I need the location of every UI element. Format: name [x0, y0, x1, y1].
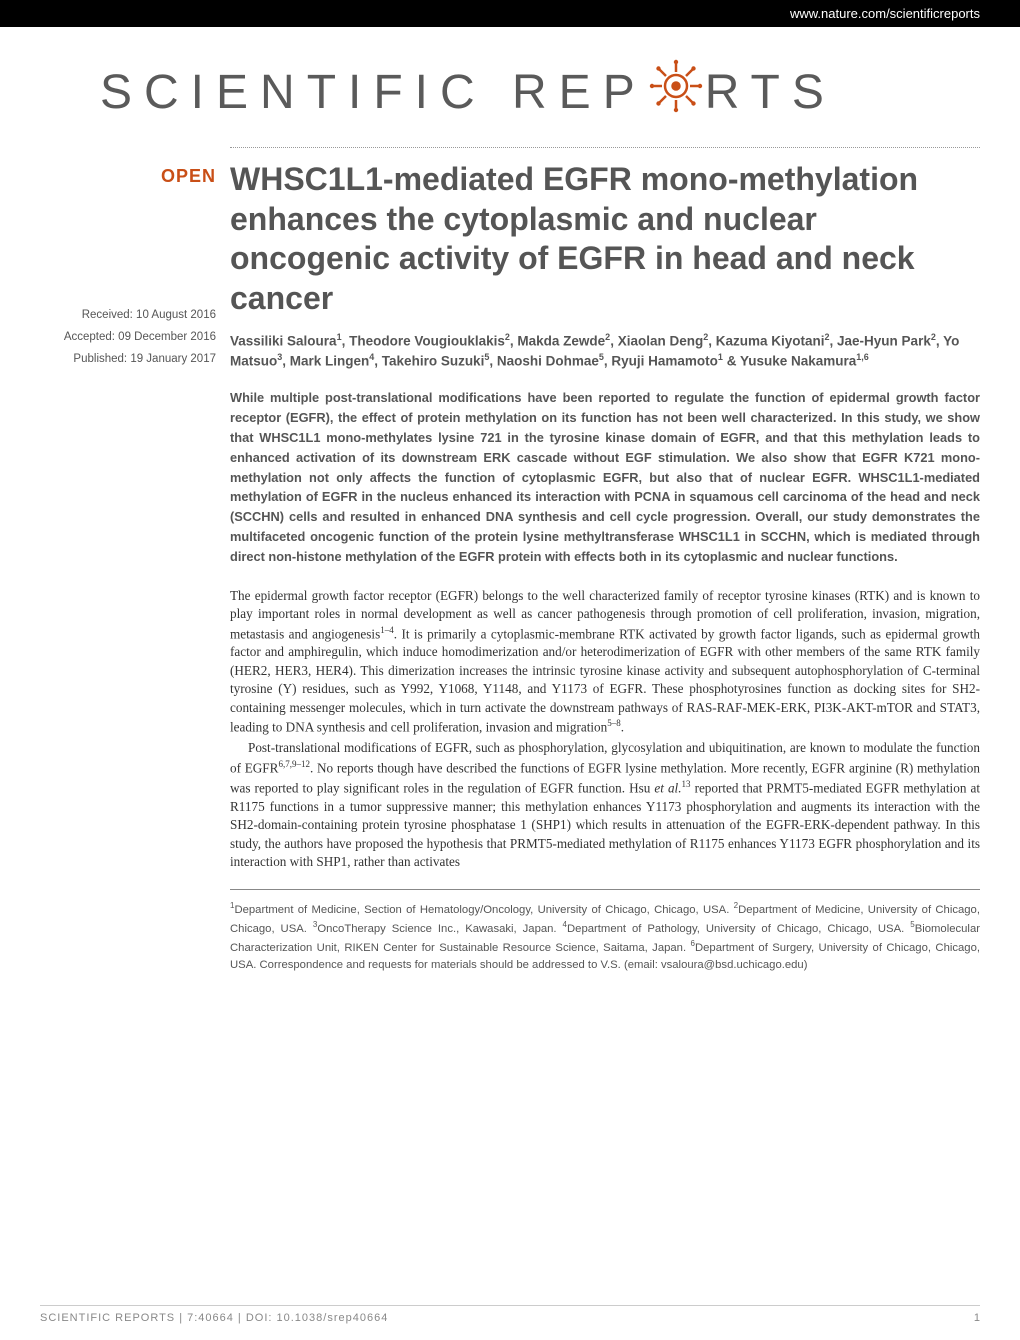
- publication-dates: Received: 10 August 2016 Accepted: 09 De…: [40, 305, 216, 371]
- article-title: WHSC1L1-mediated EGFR mono-methylation e…: [230, 160, 980, 319]
- footer-citation: SCIENTIFIC REPORTS | 7:40664 | DOI: 10.1…: [40, 1312, 388, 1324]
- body-paragraph-2: Post-translational modifications of EGFR…: [230, 739, 980, 871]
- footer-page-number: 1: [974, 1312, 980, 1324]
- affiliation-divider: [230, 889, 980, 890]
- date-received: Received: 10 August 2016: [40, 305, 216, 327]
- right-column: WHSC1L1-mediated EGFR mono-methylation e…: [230, 160, 980, 974]
- date-accepted: Accepted: 09 December 2016: [40, 327, 216, 349]
- abstract: While multiple post-translational modifi…: [230, 388, 980, 566]
- author-list: Vassiliki Saloura1, Theodore Vougiouklak…: [230, 331, 980, 373]
- date-published: Published: 19 January 2017: [40, 349, 216, 371]
- body-text: The epidermal growth factor receptor (EG…: [230, 587, 980, 872]
- journal-logo: SCIENTIFIC REP: [0, 27, 1020, 147]
- header-url[interactable]: www.nature.com/scientificreports: [790, 6, 980, 21]
- body-paragraph-1: The epidermal growth factor receptor (EG…: [230, 587, 980, 738]
- logo-text-before: SCIENTIFIC REP: [100, 65, 647, 120]
- page-footer: SCIENTIFIC REPORTS | 7:40664 | DOI: 10.1…: [40, 1305, 980, 1324]
- header-bar: www.nature.com/scientificreports: [0, 0, 1020, 27]
- open-access-badge: OPEN: [40, 166, 216, 187]
- gear-icon: [647, 57, 705, 127]
- content-wrap: OPEN Received: 10 August 2016 Accepted: …: [0, 148, 1020, 974]
- affiliations: 1Department of Medicine, Section of Hema…: [230, 900, 980, 973]
- logo-text-after: RTS: [705, 65, 836, 120]
- left-column: OPEN Received: 10 August 2016 Accepted: …: [40, 160, 230, 974]
